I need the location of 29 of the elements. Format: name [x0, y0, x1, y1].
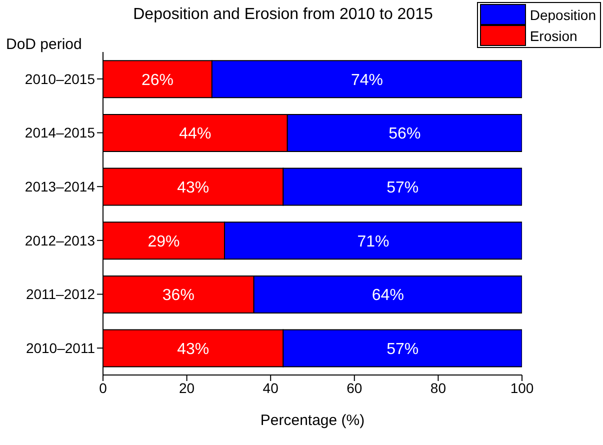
- y-tick-label: 2011–2012: [26, 286, 96, 302]
- x-tick-label: 60: [346, 380, 362, 396]
- legend-label: Deposition: [528, 6, 596, 25]
- data-label: 64%: [372, 287, 404, 304]
- y-tick-label: 2010–2015: [24, 70, 96, 87]
- data-label: 43%: [177, 179, 210, 196]
- data-label: 57%: [386, 340, 419, 358]
- data-label: 36%: [162, 287, 194, 304]
- data-label: 43%: [177, 340, 210, 358]
- x-tick-label: 80: [430, 380, 446, 396]
- data-label: 29%: [148, 233, 180, 250]
- data-label: 44%: [179, 126, 212, 143]
- y-tick-label: 2014–2015: [24, 124, 96, 141]
- y-tick-label: 2012–2013: [24, 232, 96, 248]
- data-label: 57%: [386, 179, 419, 196]
- y-tick-label: 2010–2011: [26, 340, 96, 356]
- y-tick-label: 2013–2014: [24, 178, 96, 195]
- x-tick-label: 0: [99, 380, 108, 396]
- data-label: 74%: [350, 72, 383, 89]
- data-label: 26%: [141, 72, 174, 89]
- y-axis-title: DoD period: [6, 36, 82, 53]
- x-tick-label: 20: [179, 380, 195, 396]
- x-tick-label: 100: [510, 380, 534, 396]
- data-label: 71%: [357, 233, 390, 250]
- data-label: 56%: [388, 126, 421, 143]
- chart-title: Deposition and Erosion from 2010 to 2015: [132, 6, 434, 24]
- x-axis-title: Percentage (%): [260, 412, 365, 429]
- legend-label: Erosion: [528, 26, 578, 46]
- x-tick-label: 40: [262, 380, 279, 396]
